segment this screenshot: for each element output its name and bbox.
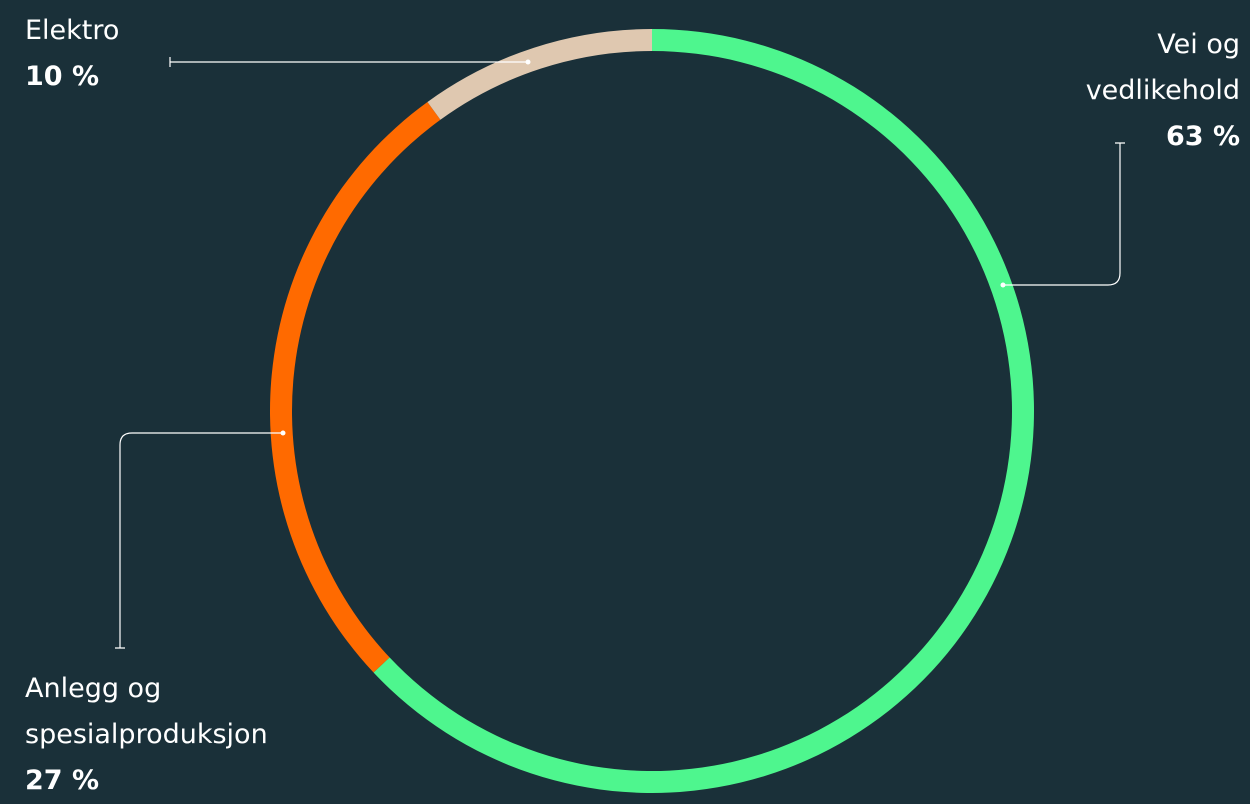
slices	[269, 29, 1034, 793]
category-label: Vei og vedlikehold	[1085, 29, 1240, 106]
slice-label: Vei og vedlikehold 63 %	[1000, 22, 1240, 160]
leader-dot	[1000, 282, 1006, 288]
value-label: 63 %	[1165, 121, 1240, 152]
leader-line	[169, 57, 528, 67]
leader-dot	[525, 59, 531, 65]
category-label: Anlegg og spesialproduksjon	[25, 673, 268, 750]
leader-line	[115, 432, 283, 649]
category-label: Elektro	[25, 15, 120, 46]
slice	[373, 29, 1034, 793]
slice-label: Elektro 10 %	[25, 8, 265, 100]
leader-line	[1003, 142, 1125, 286]
slice	[427, 29, 652, 120]
value-label: 27 %	[25, 765, 100, 796]
slice-label: Anlegg og spesialproduksjon 27 %	[25, 666, 355, 804]
leader-dot	[280, 430, 286, 436]
slice	[269, 101, 441, 673]
value-label: 10 %	[25, 61, 100, 92]
